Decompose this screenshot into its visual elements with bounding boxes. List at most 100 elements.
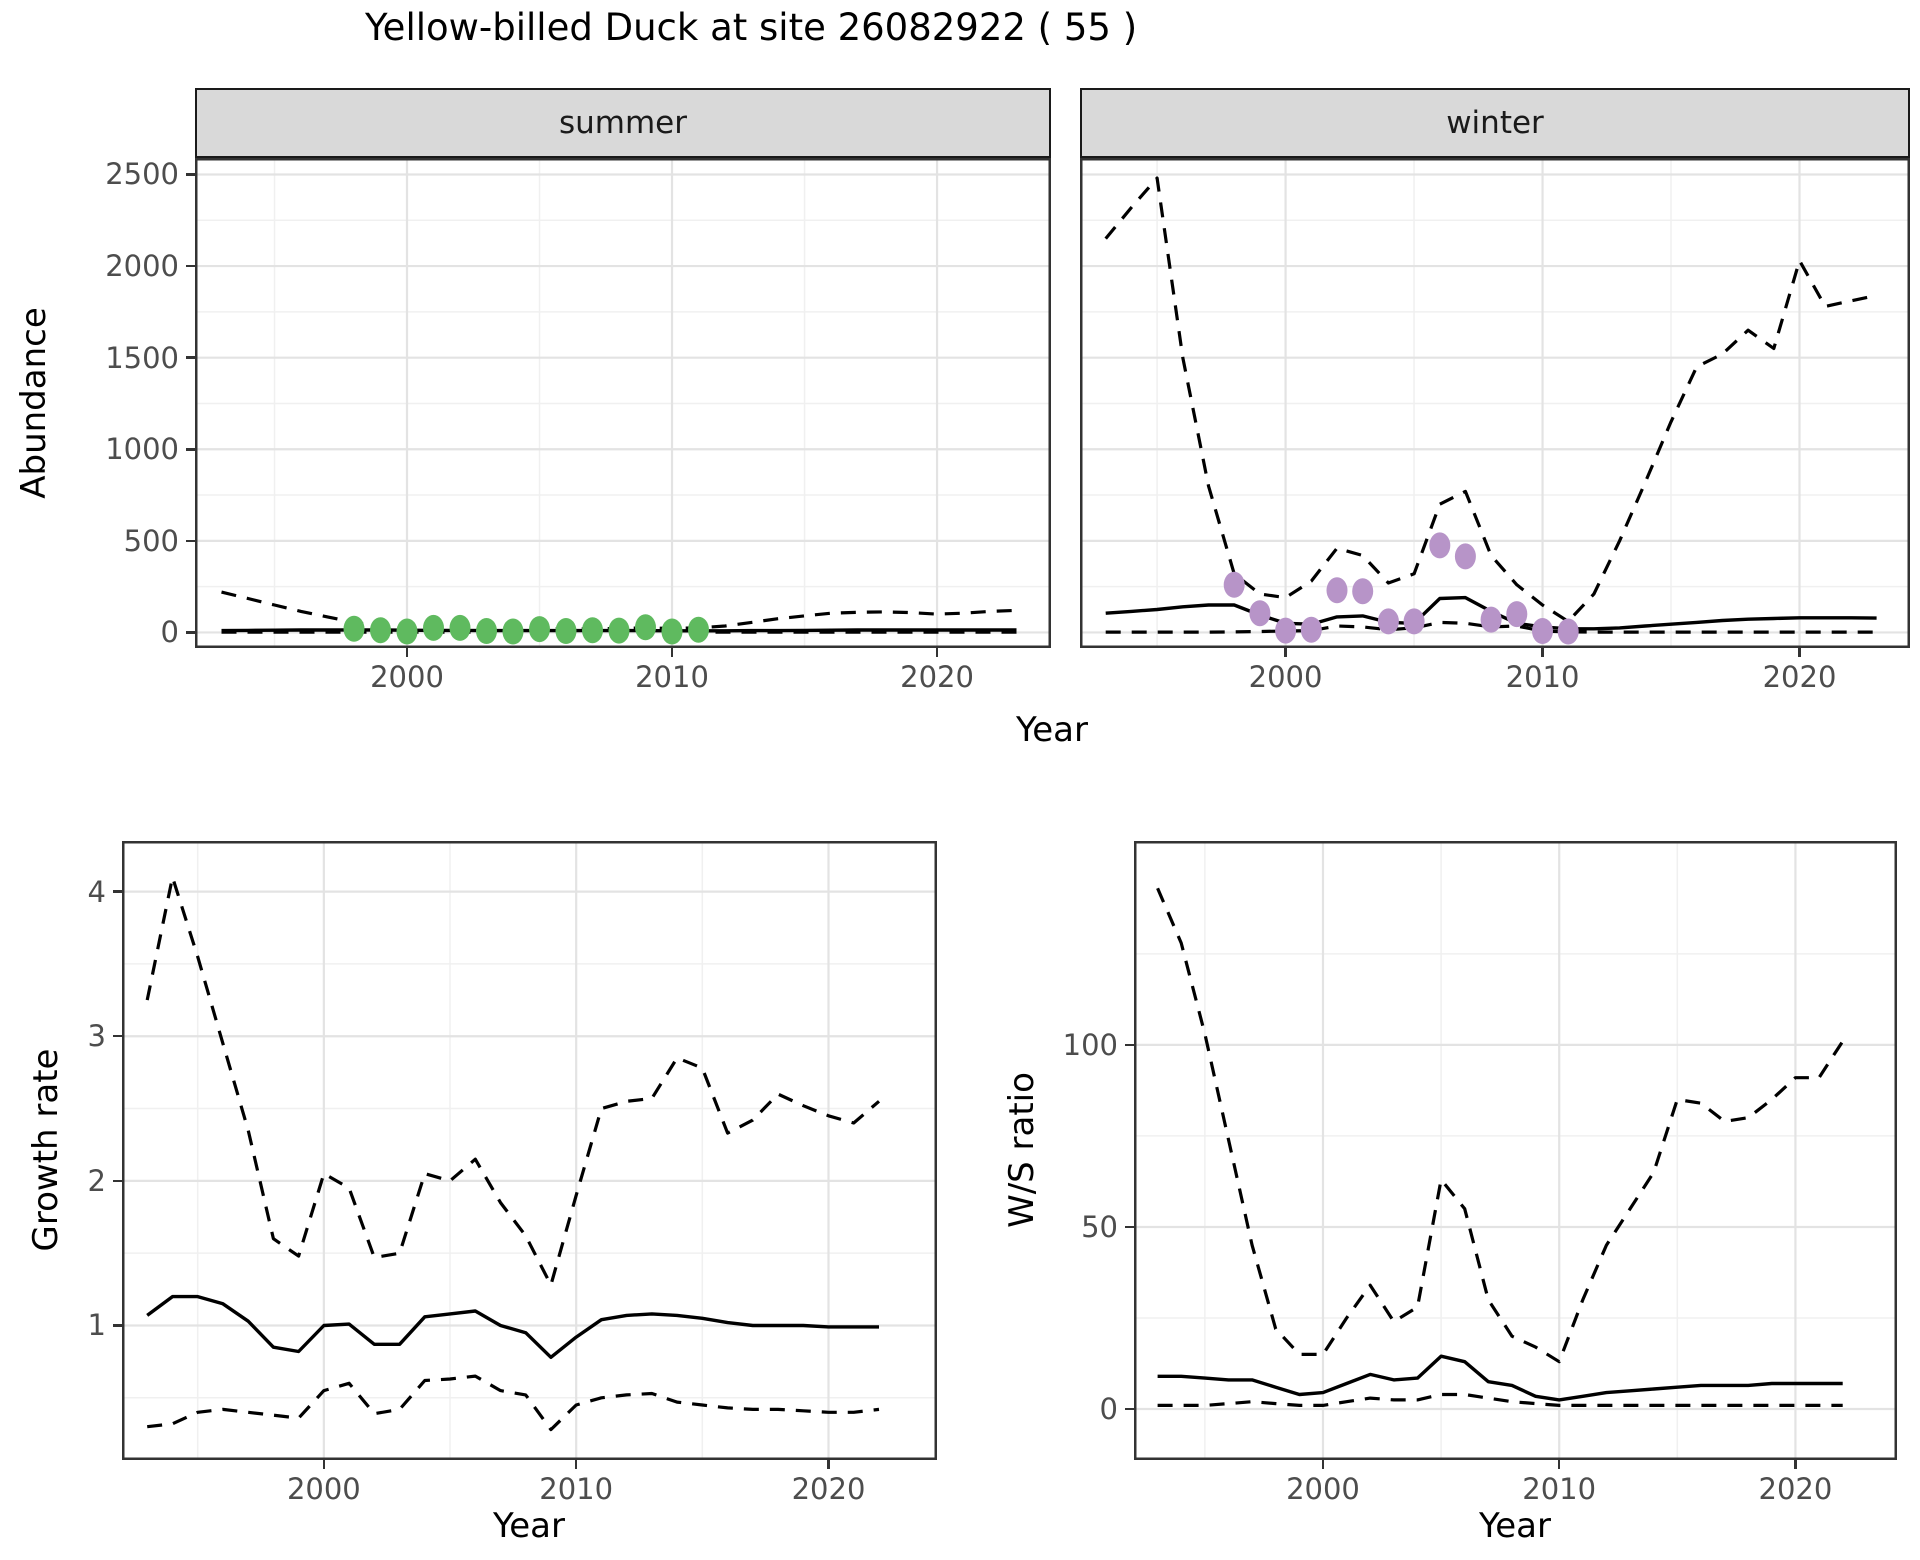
y-tick-label: 4: [87, 874, 106, 909]
y-tick-mark: [113, 1324, 122, 1327]
chart-panel-ws-ratio: [1134, 841, 1897, 1460]
y-tick-label: 3: [87, 1019, 106, 1054]
x-tick-label: 2000: [1286, 1472, 1360, 1506]
x-tick-label: 2000: [1248, 660, 1323, 694]
y-axis-title-growth-rate: Growth rate: [26, 1048, 66, 1252]
y-tick-label: 2000: [105, 249, 179, 284]
observation-point: [555, 618, 577, 644]
observation-point: [343, 615, 365, 642]
y-axis-title-ws-ratio: W/S ratio: [1002, 1072, 1042, 1228]
x-tick-label: 2000: [370, 660, 444, 694]
series-line-estimate: [146, 1294, 879, 1359]
observation-point: [476, 618, 497, 644]
observation-point: [635, 614, 656, 641]
facet-strip-label-winter: winter: [1446, 105, 1544, 141]
gridlines: [1134, 841, 1897, 1460]
series-line-lower_ci: [147, 1374, 880, 1432]
observation-point: [1429, 532, 1451, 559]
x-tick-mark: [405, 648, 409, 657]
y-tick-mark: [186, 356, 195, 359]
x-tick-mark: [1541, 648, 1544, 657]
observation-point: [608, 617, 630, 644]
x-tick-mark: [670, 648, 674, 657]
observed-counts-summer: [343, 614, 709, 645]
observation-point: [1223, 571, 1245, 598]
plot-area-ws: [1134, 841, 1897, 1460]
series-line-upper_ci: [1104, 176, 1877, 623]
y-tick-mark: [186, 631, 195, 634]
observation-point: [688, 616, 709, 643]
y-tick-mark: [113, 1034, 122, 1038]
chart-panel-abundance-winter: [1080, 158, 1910, 648]
observation-point: [1506, 601, 1528, 628]
chart-panel-growth-rate: [122, 841, 937, 1460]
figure-title: Yellow-billed Duck at site 26082922 ( 55…: [365, 6, 1138, 49]
x-tick-mark: [1798, 648, 1801, 657]
y-tick-label: 2: [87, 1163, 106, 1198]
x-tick-label: 2020: [900, 660, 974, 694]
observation-point: [1300, 616, 1322, 643]
x-tick-label: 2010: [635, 660, 709, 694]
series-line-lower_ci: [1157, 1392, 1843, 1408]
observation-point: [1403, 608, 1425, 635]
series-lines: [1156, 887, 1845, 1408]
x-tick-mark: [574, 1460, 578, 1469]
x-tick-mark: [1284, 648, 1287, 657]
series-line-estimate: [1157, 1354, 1843, 1402]
x-tick-label: 2010: [539, 1472, 614, 1506]
y-tick-mark: [186, 173, 195, 176]
chart-panel-abundance-summer: [195, 158, 1051, 648]
observation-point: [396, 618, 418, 645]
y-tick-label: 0: [160, 615, 179, 650]
gridlines: [122, 841, 937, 1460]
facet-strip-summer: summer: [195, 88, 1051, 158]
observation-point: [529, 616, 550, 643]
observation-point: [1326, 577, 1348, 604]
x-tick-mark: [1557, 1460, 1561, 1469]
y-tick-label: 2500: [105, 157, 179, 192]
series-line-upper_ci: [145, 875, 881, 1287]
plot-area-growth: [122, 841, 937, 1460]
observation-point: [1352, 578, 1374, 605]
y-tick-label: 1000: [105, 432, 179, 467]
observation-point: [1377, 608, 1399, 635]
observation-point: [1275, 617, 1297, 644]
observed-counts-winter: [1223, 532, 1579, 645]
observation-point: [423, 614, 444, 641]
observation-point: [1454, 543, 1476, 570]
y-tick-mark: [113, 890, 122, 893]
y-tick-label: 500: [123, 523, 179, 558]
y-tick-label: 1: [87, 1308, 106, 1343]
x-tick-label: 2010: [1505, 660, 1580, 694]
observation-point: [1249, 600, 1271, 627]
y-tick-mark: [186, 539, 195, 543]
x-tick-label: 2020: [1762, 660, 1837, 694]
series-line-upper_ci: [1156, 887, 1845, 1364]
y-tick-mark: [1125, 1043, 1134, 1047]
y-tick-mark: [1125, 1225, 1134, 1229]
y-axis-title-abundance: Abundance: [14, 307, 54, 499]
observation-point: [502, 618, 524, 645]
plot-area-summer: [195, 158, 1051, 648]
y-tick-label: 100: [1062, 1027, 1118, 1062]
x-axis-title-growth-rate: Year: [493, 1506, 565, 1546]
x-tick-mark: [322, 1460, 326, 1469]
observation-point: [1480, 606, 1502, 633]
y-tick-label: 50: [1081, 1209, 1118, 1244]
x-tick-mark: [1794, 1460, 1797, 1469]
plot-area-winter: [1080, 158, 1910, 648]
gridlines: [1080, 158, 1910, 648]
x-tick-mark: [935, 648, 939, 657]
x-tick-mark: [1321, 1460, 1325, 1469]
x-tick-mark: [827, 1460, 830, 1469]
facet-strip-winter: winter: [1080, 88, 1910, 158]
y-tick-label: 1500: [105, 340, 179, 375]
y-tick-mark: [186, 448, 195, 451]
x-tick-label: 2000: [286, 1472, 361, 1506]
observation-point: [1532, 618, 1553, 644]
observation-point: [1557, 618, 1579, 645]
y-tick-label: 0: [1099, 1392, 1118, 1427]
observation-point: [661, 618, 683, 645]
x-axis-title-top: Year: [1016, 710, 1088, 750]
